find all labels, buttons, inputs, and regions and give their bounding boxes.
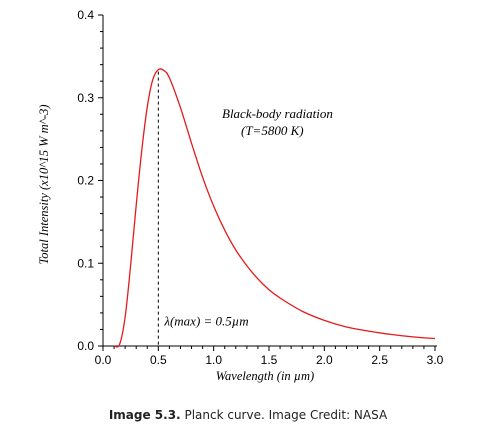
axes	[102, 15, 437, 347]
y-tick-label: 0.4	[77, 8, 94, 22]
caption-text: Planck curve. Image Credit: NASA	[184, 408, 388, 422]
y-tick-label: 0.3	[77, 91, 94, 105]
image-caption: Image 5.3. Planck curve. Image Credit: N…	[0, 408, 496, 422]
peak-label: λ(max) = 0.5µm	[163, 313, 248, 328]
y-axis-label: Total Intensity (x10^15 W m^-3)	[37, 104, 51, 264]
annotation-title: Black-body radiation	[222, 106, 333, 121]
x-tick-label: 0.0	[95, 353, 112, 367]
x-tick-label: 1.0	[205, 353, 222, 367]
x-tick-label: 1.5	[261, 353, 278, 367]
x-tick-label: 0.5	[150, 353, 167, 367]
x-ticks: 0.0 0.5 1.0 1.5 2.0 2.5 3.0	[95, 346, 444, 367]
x-tick-label: 2.5	[371, 353, 388, 367]
x-tick-label: 2.0	[316, 353, 333, 367]
y-tick-label: 0.0	[77, 339, 94, 353]
x-tick-label: 3.0	[427, 353, 444, 367]
planck-chart: 0.0 0.5 1.0 1.5 2.0 2.5 3.0 0.0 0.1 0.2 0.3 0.4 λ(…	[37, 8, 444, 383]
y-ticks: 0.0 0.1 0.2 0.3 0.4	[77, 8, 103, 353]
caption-number: Image 5.3.	[108, 408, 181, 422]
y-tick-label: 0.1	[77, 256, 94, 270]
annotation-temperature: (T=5800 K)	[241, 123, 304, 138]
y-tick-label: 0.2	[77, 174, 94, 188]
planck-curve-series	[113, 68, 436, 348]
x-axis-label: Wavelength (in µm)	[216, 369, 314, 383]
